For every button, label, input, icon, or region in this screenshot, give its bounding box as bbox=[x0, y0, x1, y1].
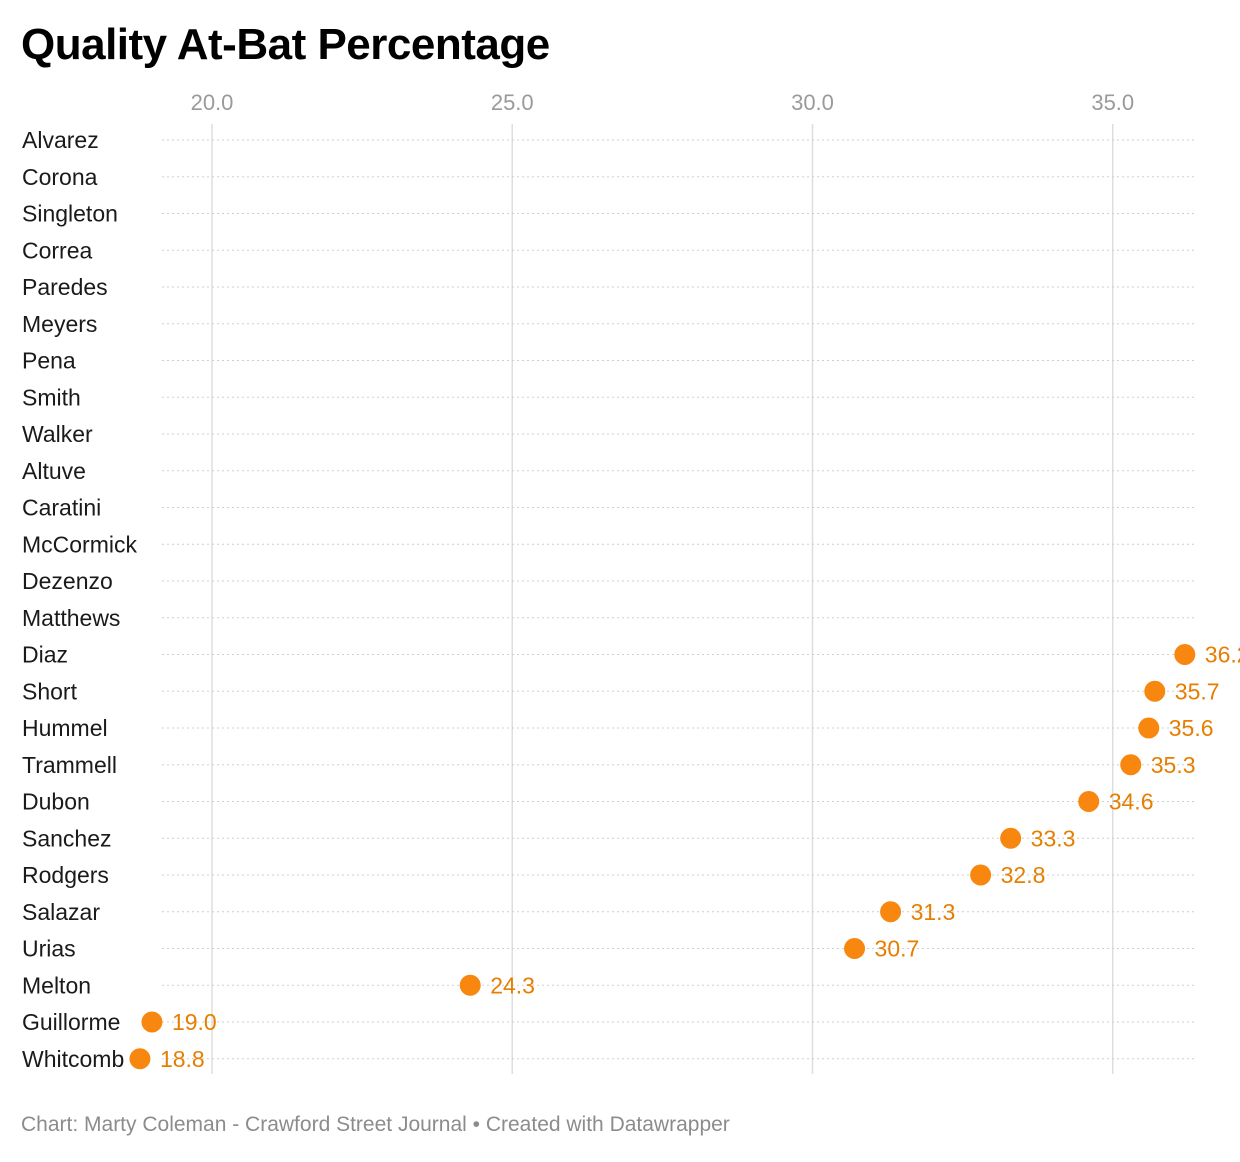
value-label: 31.3 bbox=[911, 899, 956, 925]
category-label: Singleton bbox=[22, 201, 118, 227]
category-label: Rodgers bbox=[22, 862, 109, 888]
category-label: McCormick bbox=[22, 531, 137, 557]
category-label: Smith bbox=[22, 384, 81, 410]
chart-footer: Chart: Marty Coleman - Crawford Street J… bbox=[21, 1113, 730, 1136]
category-label: Sanchez bbox=[22, 825, 112, 851]
data-dot bbox=[880, 901, 902, 923]
data-dot bbox=[1120, 754, 1142, 776]
value-label: 19.0 bbox=[172, 1009, 217, 1035]
x-tick-label: 35.0 bbox=[1091, 90, 1134, 115]
value-label: 32.8 bbox=[1001, 862, 1046, 888]
category-label: Corona bbox=[22, 164, 98, 190]
x-tick-label: 30.0 bbox=[791, 90, 834, 115]
data-dot bbox=[844, 938, 866, 959]
data-dot bbox=[1144, 680, 1166, 702]
category-label: Alvarez bbox=[22, 127, 99, 153]
value-label: 24.3 bbox=[490, 972, 535, 998]
data-dot bbox=[1174, 644, 1196, 665]
data-dot bbox=[970, 864, 992, 886]
data-dot bbox=[1138, 717, 1160, 739]
category-label: Caratini bbox=[22, 495, 101, 521]
value-label: 30.7 bbox=[875, 936, 920, 962]
category-label: Melton bbox=[22, 972, 91, 998]
category-label: Meyers bbox=[22, 311, 97, 337]
category-label: Whitcomb bbox=[22, 1046, 124, 1072]
value-label: 34.6 bbox=[1109, 789, 1154, 815]
category-label: Dezenzo bbox=[22, 568, 113, 594]
data-dot bbox=[459, 974, 481, 996]
data-dot bbox=[141, 1011, 163, 1033]
category-label: Diaz bbox=[22, 642, 68, 668]
x-tick-label: 25.0 bbox=[491, 90, 534, 115]
category-label: Pena bbox=[22, 348, 76, 374]
category-label: Matthews bbox=[22, 605, 120, 631]
category-label: Hummel bbox=[22, 715, 108, 741]
x-tick-label: 20.0 bbox=[191, 90, 234, 115]
category-label: Urias bbox=[22, 936, 76, 962]
data-dot bbox=[1078, 791, 1100, 812]
value-label: 35.6 bbox=[1169, 715, 1214, 741]
value-label: 35.7 bbox=[1175, 678, 1220, 704]
category-label: Trammell bbox=[22, 752, 117, 778]
value-label: 18.8 bbox=[160, 1046, 205, 1072]
value-label: 36.2 bbox=[1205, 642, 1240, 668]
chart-title: Quality At-Bat Percentage bbox=[21, 20, 550, 69]
category-label: Altuve bbox=[22, 458, 86, 484]
category-label: Short bbox=[22, 678, 78, 704]
value-label: 33.3 bbox=[1031, 825, 1076, 851]
data-dot bbox=[129, 1048, 151, 1070]
category-label: Paredes bbox=[22, 274, 108, 300]
category-label: Correa bbox=[22, 237, 93, 263]
category-label: Walker bbox=[22, 421, 93, 447]
value-label: 35.3 bbox=[1151, 752, 1196, 778]
data-dot bbox=[1000, 827, 1022, 849]
category-label: Salazar bbox=[22, 899, 100, 925]
category-label: Guillorme bbox=[22, 1009, 120, 1035]
category-label: Dubon bbox=[22, 789, 90, 815]
